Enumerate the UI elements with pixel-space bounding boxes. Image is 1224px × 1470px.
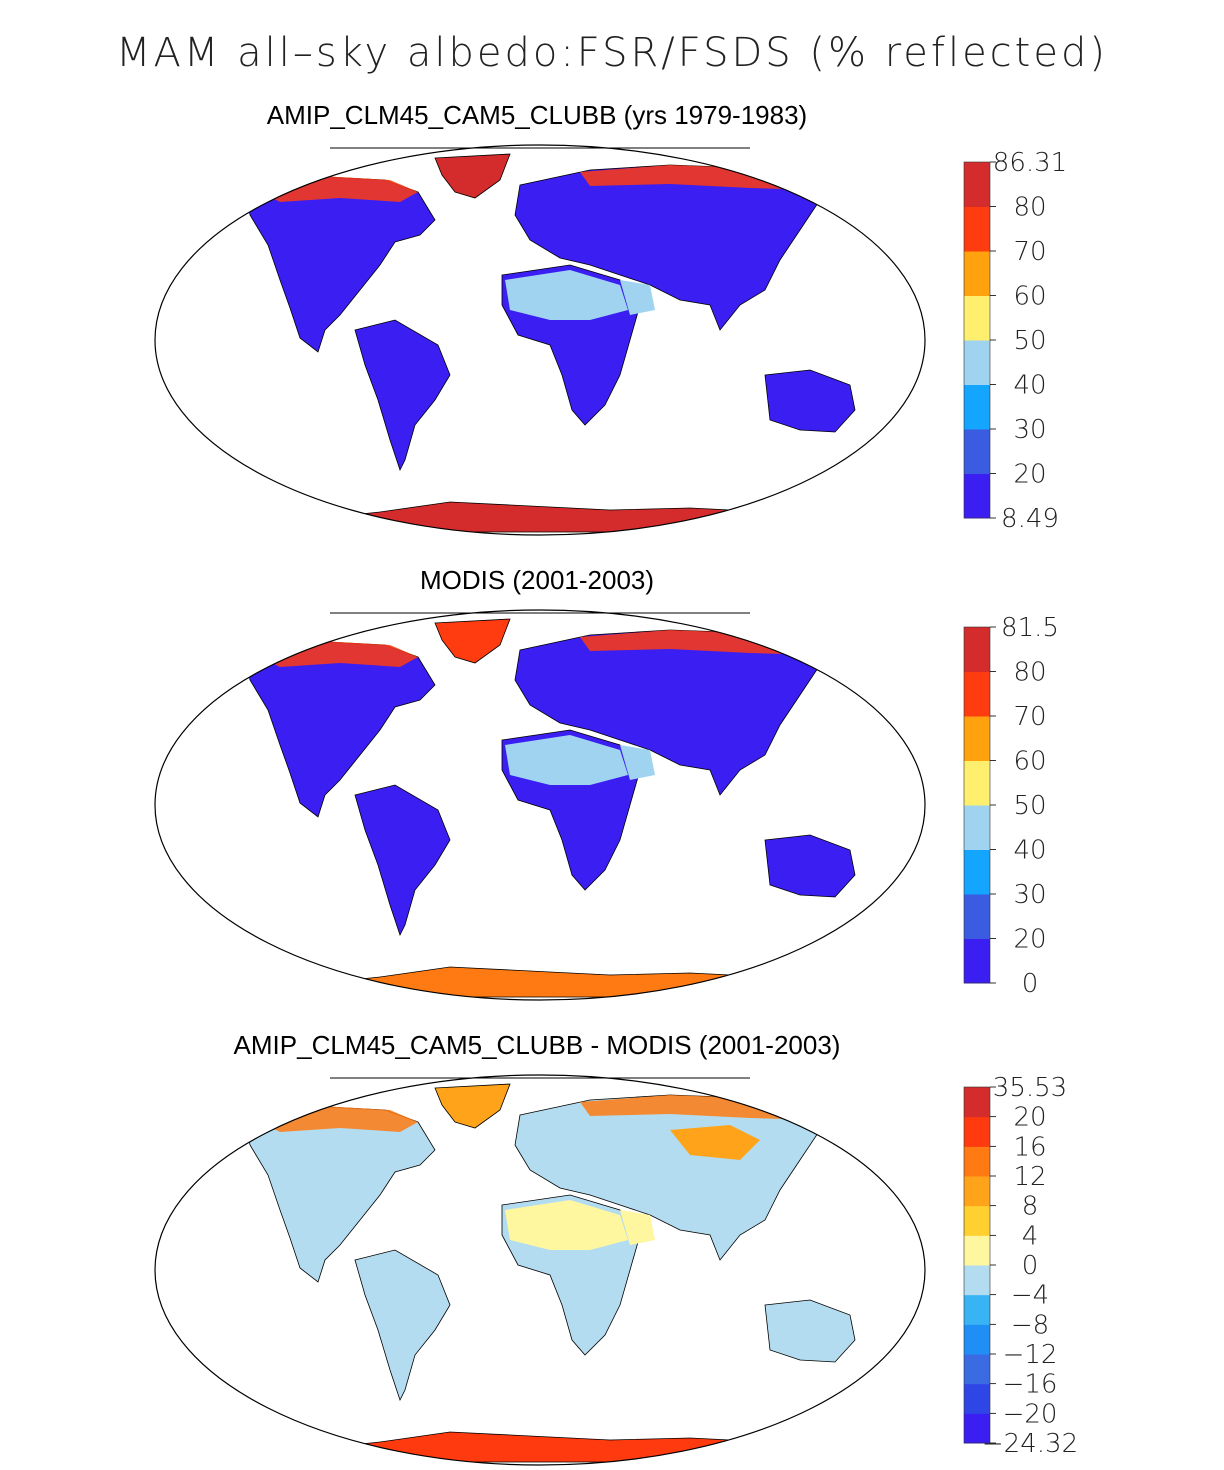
colorbar-tick-label: 60 [1013, 747, 1046, 777]
desert-sahara [505, 735, 628, 785]
desert-arabia [620, 745, 655, 780]
colorbar-swatch [964, 429, 990, 474]
continent-greenland [434, 1083, 511, 1129]
colorbar-swatch [964, 206, 990, 252]
colorbar-tick-label: 30 [1013, 880, 1046, 910]
colorbar-swatch [964, 251, 990, 296]
colorbar-tick-label: 50 [1013, 791, 1046, 821]
colorbar-swatch [964, 1146, 990, 1177]
continent-south-america [354, 784, 451, 937]
panel-3-title: AMIP_CLM45_CAM5_CLUBB - MODIS (2001-2003… [233, 1030, 841, 1060]
continent-australia [764, 834, 856, 898]
colorbar-tick-label: −20 [1003, 1399, 1058, 1429]
panel-2-title: MODIS (2001-2003) [419, 565, 655, 595]
colorbar-swatch [964, 1235, 990, 1266]
continent-australia [764, 369, 856, 433]
desert-arabia [620, 280, 655, 315]
continent-greenland [434, 618, 511, 664]
colorbar-swatch [964, 805, 990, 850]
colorbar-swatch [964, 384, 990, 430]
colorbar-modis: 81.5 80 70 60 50 40 30 20 0 [963, 615, 1059, 999]
continent-greenland [434, 153, 511, 199]
colorbar-tick-label: 80 [1013, 193, 1046, 223]
colorbar-swatch [964, 938, 990, 984]
colorbar-tick-label: −16 [1003, 1370, 1058, 1400]
colorbar-swatch [964, 1294, 990, 1325]
colorbar-swatch [964, 1324, 990, 1355]
colorbar-swatch [964, 1205, 990, 1236]
continent-south-america [354, 1249, 451, 1402]
colorbar-swatch [964, 760, 990, 806]
colorbar-swatch [964, 473, 990, 519]
colorbar-tick-label: 0 [1022, 1251, 1039, 1281]
colorbar-swatch [964, 162, 990, 207]
colorbar-tick-label: −24.32 [982, 1429, 1078, 1459]
colorbar-tick-label: −12 [1003, 1340, 1058, 1370]
figure-title: MAM all–sky albedo:FSR/FSDS (% reflected… [116, 30, 1108, 76]
colorbar-tick-label: 20 [1013, 460, 1046, 490]
colorbar-tick-label: 70 [1013, 702, 1046, 732]
colorbar-tick-label: 86.31 [993, 150, 1067, 178]
colorbar-tick-label: 40 [1013, 836, 1046, 866]
colorbar-swatch [964, 627, 990, 672]
globe-outline [154, 1074, 926, 1466]
colorbar-tick-label: 80 [1013, 658, 1046, 688]
colorbar-tick-label: 60 [1013, 282, 1046, 312]
colorbar-swatch [964, 1354, 990, 1385]
colorbar-swatch [964, 849, 990, 895]
desert-sahara [505, 1200, 628, 1250]
map-model-albedo [154, 144, 926, 536]
colorbar-swatch [964, 1087, 990, 1118]
colorbar-swatch [964, 295, 990, 341]
desert-arabia [620, 1210, 655, 1245]
globe-outline [154, 144, 926, 536]
colorbar-model: 86.31 80 70 60 50 40 30 20 8.49 [963, 150, 1067, 534]
colorbar-swatch [964, 671, 990, 717]
colorbar-tick-label: 8.49 [1001, 504, 1059, 534]
colorbar-tick-label: 30 [1013, 415, 1046, 445]
colorbar-tick-label: 0 [1022, 969, 1039, 999]
colorbar-swatch [964, 1176, 990, 1207]
colorbar-tick-label: 70 [1013, 237, 1046, 267]
globe-outline [154, 609, 926, 1001]
colorbar-tick-label: −8 [1011, 1310, 1049, 1340]
map-modis-albedo [154, 609, 926, 1001]
colorbar-tick-label: 12 [1013, 1162, 1046, 1192]
colorbar-swatch [964, 716, 990, 761]
colorbar-tick-label: 4 [1022, 1221, 1039, 1251]
continent-australia [764, 1299, 856, 1363]
colorbar-tick-label: 20 [1013, 925, 1046, 955]
colorbar-swatch [964, 340, 990, 385]
colorbar-tick-label: 20 [1013, 1103, 1046, 1133]
anomaly-tibet [670, 1125, 760, 1160]
colorbar-tick-label: 35.53 [993, 1075, 1067, 1103]
continent-south-america [354, 319, 451, 472]
panel-1-title: AMIP_CLM45_CAM5_CLUBB (yrs 1979-1983) [266, 100, 808, 130]
colorbar-swatch [964, 1383, 990, 1414]
desert-sahara [505, 270, 628, 320]
colorbar-tick-label: 16 [1013, 1132, 1046, 1162]
colorbar-tick-label: 8 [1022, 1192, 1039, 1222]
colorbar-tick-label: 50 [1013, 326, 1046, 356]
colorbar-swatch [964, 894, 990, 939]
colorbar-tick-label: 40 [1013, 371, 1046, 401]
colorbar-swatch [964, 1116, 990, 1147]
colorbar-swatch [964, 1265, 990, 1296]
colorbar-swatch [964, 1413, 990, 1444]
colorbar-tick-label: −4 [1011, 1281, 1049, 1311]
map-difference [154, 1074, 926, 1466]
colorbar-tick-label: 81.5 [1001, 615, 1059, 643]
